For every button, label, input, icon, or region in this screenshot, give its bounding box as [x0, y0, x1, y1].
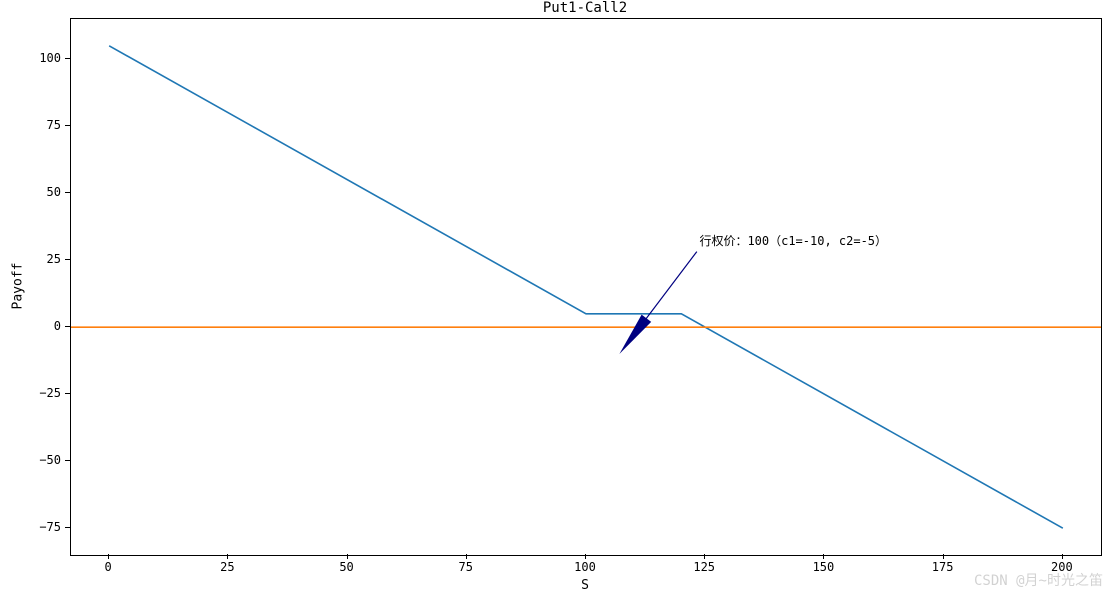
y-tick: [65, 326, 70, 327]
x-tick-label: 75: [459, 560, 473, 574]
x-tick: [704, 554, 705, 559]
x-tick-label: 125: [693, 560, 715, 574]
y-axis-label: Payoff: [11, 263, 26, 310]
x-tick: [227, 554, 228, 559]
y-tick-label: −25: [39, 386, 61, 400]
y-tick-label: −75: [39, 520, 61, 534]
y-tick-label: 0: [54, 319, 61, 333]
watermark: CSDN @月~时光之笛: [974, 570, 1103, 590]
x-axis-label: S: [581, 578, 589, 593]
annotation-arrow-head: [619, 315, 651, 354]
plot-area: [70, 18, 1102, 556]
y-tick: [65, 527, 70, 528]
x-tick-label: 25: [220, 560, 234, 574]
x-tick: [466, 554, 467, 559]
y-tick-label: −50: [39, 453, 61, 467]
y-tick: [65, 192, 70, 193]
x-tick-label: 175: [932, 560, 954, 574]
x-tick: [585, 554, 586, 559]
y-tick-label: 100: [39, 51, 61, 65]
series-payoff: [109, 46, 1063, 528]
x-tick-label: 100: [574, 560, 596, 574]
plot-svg: [71, 19, 1101, 555]
y-tick: [65, 259, 70, 260]
x-tick: [108, 554, 109, 559]
y-tick-label: 75: [47, 118, 61, 132]
x-tick: [823, 554, 824, 559]
y-tick: [65, 125, 70, 126]
x-tick-label: 150: [813, 560, 835, 574]
y-tick-label: 25: [47, 252, 61, 266]
y-tick: [65, 58, 70, 59]
x-tick-label: 200: [1051, 560, 1073, 574]
y-tick: [65, 460, 70, 461]
y-tick-label: 50: [47, 185, 61, 199]
y-tick: [65, 393, 70, 394]
x-tick-label: 50: [339, 560, 353, 574]
x-tick: [1062, 554, 1063, 559]
annotation-text: 行权价：100（c1=-10, c2=-5）: [699, 232, 887, 249]
x-tick: [943, 554, 944, 559]
x-tick: [347, 554, 348, 559]
figure: Put1-Call2 S Payoff 行权价：100（c1=-10, c2=-…: [0, 0, 1117, 596]
chart-title: Put1-Call2: [543, 0, 627, 16]
x-tick-label: 0: [105, 560, 112, 574]
